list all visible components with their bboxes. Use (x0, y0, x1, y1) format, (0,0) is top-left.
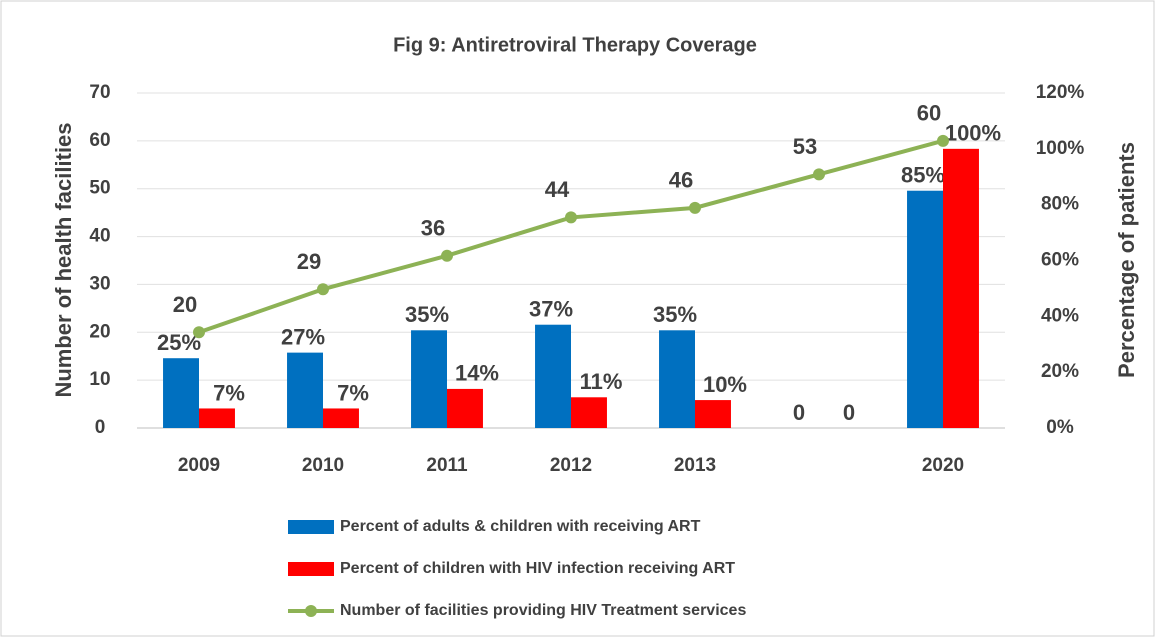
bar-value-label: 37% (529, 297, 573, 322)
line-marker (317, 283, 329, 296)
x-tick-label: 2009 (178, 455, 220, 476)
y-tick-label: 50 (89, 178, 110, 199)
y2-axis-title: Percentage of patients (1114, 142, 1139, 378)
bar (535, 324, 571, 428)
line-value-label: 36 (421, 216, 445, 241)
bar (411, 330, 447, 428)
bar-value-label: 85% (901, 163, 945, 188)
bar (447, 388, 483, 428)
bar-value-label: 0 (793, 400, 805, 425)
bar-value-label: 10% (703, 372, 747, 397)
bar-value-label: 27% (281, 324, 325, 349)
x-tick-label: 2011 (426, 455, 468, 476)
line-value-label: 46 (669, 168, 693, 193)
line-marker (193, 326, 205, 339)
y2-tick-label: 80% (1041, 194, 1079, 215)
line-marker (689, 201, 701, 214)
y-tick-label: 30 (89, 273, 110, 294)
bar-value-label: 35% (653, 302, 697, 327)
x-tick-label: 2012 (550, 455, 592, 476)
y-tick-label: 60 (89, 130, 110, 151)
line-marker (441, 249, 453, 262)
bar (199, 408, 235, 428)
y-tick-label: 20 (89, 321, 110, 342)
bar (163, 358, 199, 428)
bar-value-label: 7% (213, 380, 245, 405)
y2-tick-label: 0% (1046, 417, 1074, 438)
bar (695, 400, 731, 428)
line-value-label: 60 (917, 101, 941, 126)
y2-tick-label: 20% (1041, 361, 1079, 382)
chart-title: Fig 9: Antiretroviral Therapy Coverage (393, 34, 757, 56)
bar-value-label: 14% (455, 361, 499, 386)
bar-value-label: 11% (580, 369, 623, 394)
y2-tick-label: 120% (1036, 82, 1085, 103)
bar-value-label: 0 (843, 400, 855, 425)
legend-label: Percent of adults & children with receiv… (340, 518, 701, 535)
x-tick-label: 2013 (674, 455, 716, 476)
x-tick-label: 2010 (302, 455, 344, 476)
x-tick-label: 2020 (922, 455, 964, 476)
y-tick-label: 10 (89, 369, 110, 390)
bar-value-label: 35% (405, 302, 449, 327)
line-value-label: 53 (793, 134, 817, 159)
y-tick-label: 0 (95, 417, 106, 438)
y2-tick-label: 100% (1036, 138, 1085, 159)
line-marker (813, 168, 825, 181)
y-tick-label: 70 (89, 82, 110, 103)
legend-swatch (288, 520, 334, 534)
legend-label: Number of facilities providing HIV Treat… (340, 602, 746, 619)
bar (571, 397, 607, 428)
line-value-label: 29 (297, 249, 321, 274)
y-axis-title: Number of health facilities (51, 122, 76, 397)
legend-label: Percent of children with HIV infection r… (340, 560, 735, 577)
legend-swatch (288, 562, 334, 576)
y2-tick-label: 40% (1041, 305, 1079, 326)
y2-tick-label: 60% (1041, 250, 1079, 271)
bar (659, 330, 695, 428)
line-marker (937, 134, 949, 147)
y-tick-label: 40 (89, 226, 110, 247)
bar (323, 408, 359, 428)
bar-value-label: 100% (945, 121, 1001, 146)
bar (943, 148, 979, 429)
bar (287, 352, 323, 428)
line-marker (565, 211, 577, 224)
bar-value-label: 7% (337, 380, 369, 405)
bar (907, 190, 943, 428)
line-value-label: 20 (173, 292, 197, 317)
legend-marker (305, 605, 317, 617)
line-value-label: 44 (545, 177, 570, 202)
